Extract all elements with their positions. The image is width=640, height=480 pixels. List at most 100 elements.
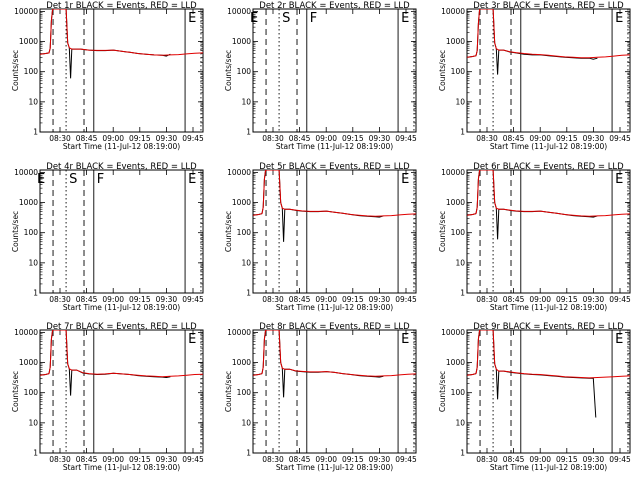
x-tick-label: 08:45	[76, 455, 98, 464]
lld-series-line	[40, 330, 203, 378]
x-tick-label: 09:15	[556, 134, 578, 143]
y-tick-label: 1000	[19, 358, 38, 367]
events-series-line	[467, 9, 598, 75]
x-tick-label: 09:00	[102, 455, 124, 464]
marker-label-0: E	[250, 11, 258, 26]
plot-frame	[39, 329, 204, 454]
y-tick-label: 1	[460, 449, 465, 458]
x-tick-label: 09:15	[556, 455, 578, 464]
x-tick-label: 09:30	[369, 134, 391, 143]
x-tick-label: 08:30	[49, 295, 71, 304]
y-tick-label: 10000	[441, 7, 465, 16]
x-tick-label: 08:45	[289, 134, 311, 143]
x-tick-label: 09:00	[315, 295, 337, 304]
x-tick-label: 08:45	[289, 295, 311, 304]
x-tick-label: 08:30	[476, 455, 498, 464]
panel-title: Det 9r BLACK = Events, RED = LLD	[473, 322, 624, 332]
x-tick-label: 09:30	[156, 455, 178, 464]
x-tick-label: 09:45	[609, 134, 631, 143]
plot-frame	[252, 169, 417, 294]
y-tick-label: 1	[246, 449, 251, 458]
plot-frame	[466, 8, 631, 133]
x-axis-label: Start Time (11-Jul-12 08:19:00)	[63, 463, 180, 472]
x-tick-label: 08:30	[262, 455, 284, 464]
y-tick-label: 10000	[227, 7, 251, 16]
marker-label-3: E	[615, 11, 623, 26]
panel-title: Det 3r BLACK = Events, RED = LLD	[473, 1, 624, 11]
panel-det-6r: Det 6r BLACK = Events, RED = LLD 1 10 100 10…	[438, 162, 631, 312]
y-axis-label: Counts/sec	[11, 211, 20, 252]
marker-label-2: F	[97, 172, 104, 187]
marker-label-3: E	[188, 332, 196, 347]
x-tick-label: 09:45	[182, 455, 204, 464]
panel-title: Det 7r BLACK = Events, RED = LLD	[46, 322, 197, 332]
y-tick-label: 1	[460, 128, 465, 137]
y-tick-label: 100	[451, 228, 466, 237]
y-tick-label: 10000	[441, 328, 465, 337]
x-tick-label: 09:00	[102, 134, 124, 143]
marker-label-3: E	[401, 332, 409, 347]
x-axis-label: Start Time (11-Jul-12 08:19:00)	[276, 142, 393, 151]
panel-title: Det 4r BLACK = Events, RED = LLD	[46, 162, 197, 172]
x-axis-label: Start Time (11-Jul-12 08:19:00)	[276, 303, 393, 312]
y-tick-label: 1	[246, 128, 251, 137]
plot-frame	[252, 329, 417, 454]
y-axis-label: Counts/sec	[438, 50, 447, 91]
plot-frame	[39, 169, 204, 294]
x-tick-label: 09:00	[102, 295, 124, 304]
x-tick-label: 09:30	[583, 295, 605, 304]
panel-title: Det 8r BLACK = Events, RED = LLD	[259, 322, 410, 332]
x-axis-label: Start Time (11-Jul-12 08:19:00)	[63, 142, 180, 151]
lld-series-line	[467, 330, 630, 379]
y-tick-label: 1	[246, 289, 251, 298]
events-series-line	[467, 170, 598, 240]
x-tick-label: 09:15	[342, 134, 364, 143]
y-tick-label: 100	[24, 67, 39, 76]
x-tick-label: 09:00	[529, 295, 551, 304]
marker-label-1: S	[282, 11, 290, 26]
marker-label-3: E	[188, 172, 196, 187]
y-tick-label: 100	[237, 228, 252, 237]
x-axis-label: Start Time (11-Jul-12 08:19:00)	[490, 303, 607, 312]
y-tick-label: 10	[28, 418, 38, 427]
x-tick-label: 08:45	[503, 295, 525, 304]
x-axis-label: Start Time (11-Jul-12 08:19:00)	[490, 463, 607, 472]
x-tick-label: 09:45	[182, 134, 204, 143]
x-tick-label: 09:15	[129, 295, 151, 304]
x-tick-label: 09:00	[529, 455, 551, 464]
x-tick-label: 09:15	[342, 455, 364, 464]
y-axis-label: Counts/sec	[224, 371, 233, 412]
x-tick-label: 09:45	[395, 295, 417, 304]
y-tick-label: 10000	[227, 168, 251, 177]
marker-label-0: E	[37, 172, 45, 187]
x-tick-label: 09:15	[129, 455, 151, 464]
marker-label-3: E	[615, 172, 623, 187]
x-tick-label: 08:30	[49, 455, 71, 464]
lld-series-line	[467, 170, 630, 217]
marker-label-3: E	[401, 11, 409, 26]
x-tick-label: 09:45	[395, 134, 417, 143]
x-tick-label: 09:30	[156, 295, 178, 304]
x-tick-label: 09:30	[369, 295, 391, 304]
lld-series-line	[467, 9, 630, 59]
y-tick-label: 10000	[14, 7, 38, 16]
y-tick-label: 100	[451, 388, 466, 397]
panel-det-5r: Det 5r BLACK = Events, RED = LLD 1 10 100 10…	[224, 162, 417, 312]
x-tick-label: 09:45	[609, 295, 631, 304]
marker-label-2: F	[310, 11, 317, 26]
panel-det-3r: Det 3r BLACK = Events, RED = LLD 1 10 100 10…	[438, 1, 631, 151]
panel-title: Det 5r BLACK = Events, RED = LLD	[259, 162, 410, 172]
y-tick-label: 1000	[446, 198, 465, 207]
y-tick-label: 10	[28, 258, 38, 267]
x-tick-label: 09:45	[395, 455, 417, 464]
x-tick-label: 08:30	[49, 134, 71, 143]
x-tick-label: 09:30	[369, 455, 391, 464]
y-axis-label: Counts/sec	[224, 50, 233, 91]
events-series-line	[40, 9, 171, 79]
y-tick-label: 1000	[446, 358, 465, 367]
y-tick-label: 10	[241, 258, 251, 267]
panel-title: Det 6r BLACK = Events, RED = LLD	[473, 162, 624, 172]
marker-label-1: S	[69, 172, 77, 187]
panel-title: Det 2r BLACK = Events, RED = LLD	[259, 1, 410, 11]
